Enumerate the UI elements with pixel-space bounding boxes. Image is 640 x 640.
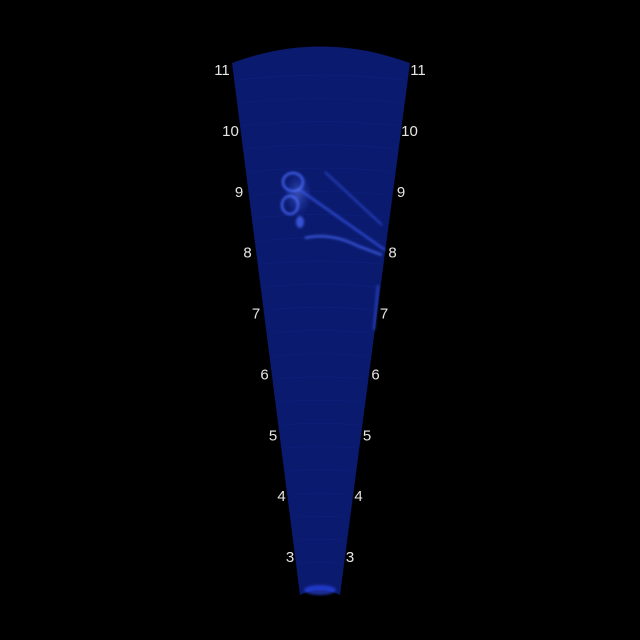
range-label-right: 10 bbox=[401, 123, 418, 140]
range-arc bbox=[294, 515, 347, 518]
range-label-left: 8 bbox=[243, 245, 251, 262]
range-label-right: 11 bbox=[410, 62, 426, 79]
range-arc bbox=[273, 353, 368, 357]
echo-blob bbox=[284, 172, 312, 216]
range-arc bbox=[238, 74, 404, 81]
echo-near bbox=[304, 585, 336, 595]
range-label-right: 9 bbox=[397, 184, 405, 201]
range-arc bbox=[296, 539, 344, 541]
range-arc bbox=[264, 283, 377, 288]
range-arc bbox=[288, 469, 353, 472]
range-label-left: 4 bbox=[277, 488, 285, 505]
range-arc bbox=[279, 399, 362, 403]
range-labels-right: 3 4 5 6 7 8 9 10 11 bbox=[346, 62, 426, 566]
sonar-fan bbox=[232, 46, 410, 595]
range-label-left: 7 bbox=[252, 306, 260, 323]
sonar-echoes bbox=[281, 171, 386, 595]
range-label-left: 3 bbox=[286, 549, 294, 566]
range-arc bbox=[241, 98, 401, 104]
range-label-right: 5 bbox=[363, 427, 371, 444]
echo-streak bbox=[324, 171, 383, 226]
range-arc bbox=[252, 190, 389, 196]
range-label-left: 5 bbox=[269, 427, 277, 444]
range-label-left: 6 bbox=[260, 366, 268, 383]
range-arc bbox=[285, 446, 356, 449]
range-label-right: 3 bbox=[346, 549, 354, 566]
echo-streak bbox=[299, 189, 386, 251]
range-arc bbox=[246, 144, 395, 150]
range-arc bbox=[255, 214, 386, 219]
echo-streak bbox=[373, 284, 379, 331]
range-arc bbox=[291, 492, 350, 495]
range-label-left: 10 bbox=[222, 123, 239, 140]
range-label-right: 4 bbox=[354, 488, 362, 505]
range-arc bbox=[261, 260, 380, 265]
range-label-right: 7 bbox=[380, 306, 388, 323]
range-label-right: 6 bbox=[371, 366, 379, 383]
range-arc bbox=[282, 423, 359, 426]
range-label-right: 8 bbox=[388, 245, 396, 262]
range-label-left: 9 bbox=[235, 184, 243, 201]
range-arc bbox=[249, 167, 392, 173]
echo-streak bbox=[304, 235, 383, 257]
range-labels-left: 3 4 5 6 7 8 9 10 11 bbox=[214, 62, 294, 566]
echo-blob bbox=[296, 216, 304, 228]
range-label-left: 11 bbox=[214, 62, 230, 79]
range-grid bbox=[238, 74, 404, 564]
range-arc bbox=[244, 121, 398, 127]
range-arc bbox=[267, 307, 374, 311]
range-arc bbox=[276, 376, 365, 380]
range-arc bbox=[270, 330, 371, 334]
